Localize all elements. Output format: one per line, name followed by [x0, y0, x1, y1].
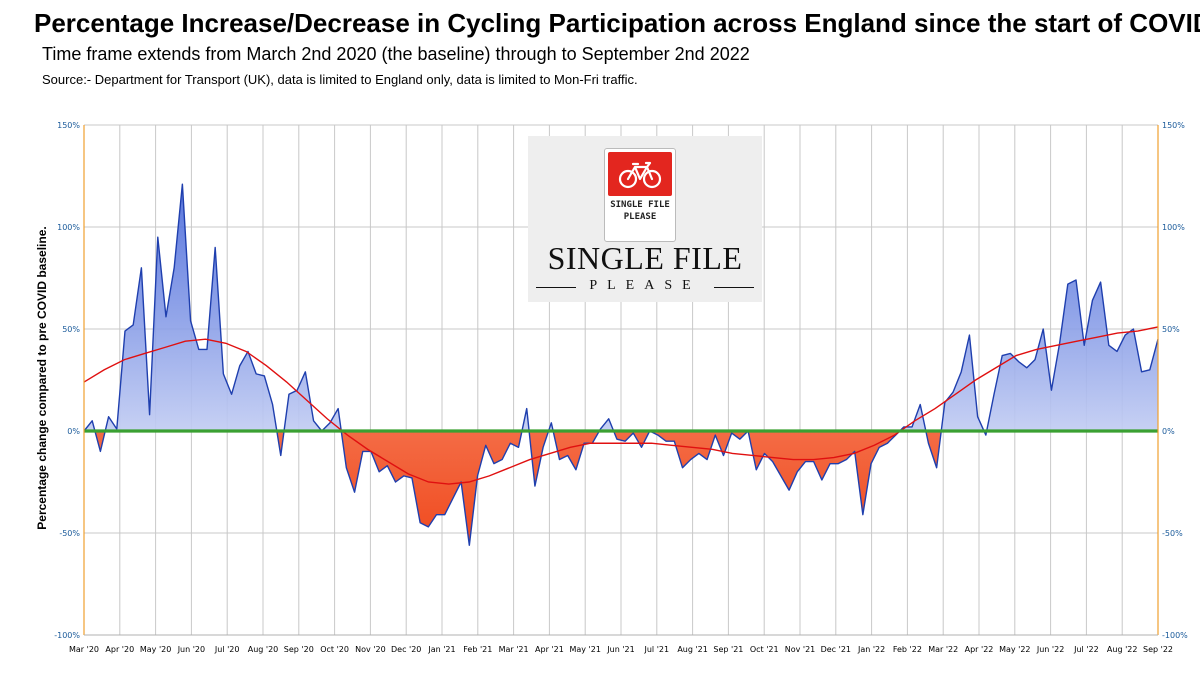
x-tick-label: Nov '21 [785, 645, 816, 654]
bicycle-icon [618, 161, 662, 189]
x-tick-label: Jul '21 [644, 645, 670, 654]
x-tick-label: Nov '20 [355, 645, 386, 654]
x-tick-label: Aug '22 [1107, 645, 1138, 654]
x-tick-label: Jan '22 [857, 645, 885, 654]
y-tick-label-left: -50% [59, 529, 80, 538]
x-tick-label: Dec '20 [391, 645, 421, 654]
y-tick-label-right: -50% [1162, 529, 1183, 538]
logo-sign-line-1: SINGLE FILE [610, 200, 670, 210]
logo-wordmark: SINGLE FILE [547, 240, 743, 276]
series-line [83, 183, 1159, 546]
x-tick-label: Mar '20 [69, 645, 99, 654]
x-tick-label: Jan '21 [427, 645, 455, 654]
y-tick-label-left: 50% [62, 325, 80, 334]
negative-area [84, 431, 1158, 546]
x-tick-label: Jul '22 [1073, 645, 1099, 654]
y-tick-label-right: -100% [1162, 631, 1188, 640]
single-file-please-logo: SINGLE FILE PLEASE SINGLE FILE PLEASE [528, 136, 762, 302]
y-axis-label: Percentage change compared to pre COVID … [35, 226, 49, 529]
x-tick-label: Jul '20 [214, 645, 240, 654]
trend-line [83, 326, 1159, 485]
x-tick-label: Mar '22 [928, 645, 958, 654]
y-tick-label-left: 100% [57, 223, 80, 232]
x-tick-label: Apr '20 [105, 645, 134, 654]
x-tick-label: May '22 [999, 645, 1030, 654]
logo-sign: SINGLE FILE PLEASE [604, 148, 676, 242]
x-tick-label: Oct '20 [320, 645, 349, 654]
logo-sign-line-2: PLEASE [623, 212, 657, 222]
y-tick-label-right: 150% [1162, 121, 1185, 130]
x-tick-label: Aug '21 [677, 645, 708, 654]
x-tick-label: Sep '22 [1143, 645, 1173, 654]
x-tick-label: Feb '22 [893, 645, 922, 654]
y-tick-label-left: 0% [67, 427, 80, 436]
x-tick-label: May '21 [569, 645, 600, 654]
positive-area [84, 184, 1158, 431]
x-tick-label: Dec '21 [821, 645, 851, 654]
x-tick-label: Jun '22 [1036, 645, 1064, 654]
logo-sign-text: SINGLE FILE PLEASE [607, 199, 673, 223]
x-tick-label: Sep '20 [284, 645, 314, 654]
logo-rule-right [714, 287, 754, 288]
logo-rule-left [536, 287, 576, 288]
y-tick-label-right: 50% [1162, 325, 1180, 334]
chart-axes [83, 125, 1159, 636]
y-tick-label-left: -100% [54, 631, 80, 640]
x-tick-label: Jun '21 [606, 645, 634, 654]
chart-title: Percentage Increase/Decrease in Cycling … [34, 8, 1200, 38]
logo-sign-red-panel [608, 152, 672, 196]
logo-tagline: PLEASE [589, 278, 701, 293]
x-tick-label: May '20 [140, 645, 171, 654]
y-tick-label-right: 0% [1162, 427, 1175, 436]
chart-marks [83, 183, 1159, 546]
x-tick-label: Feb '21 [463, 645, 492, 654]
x-tick-label: Apr '22 [965, 645, 994, 654]
y-tick-label-left: 150% [57, 121, 80, 130]
chart-subtitle: Time frame extends from March 2nd 2020 (… [42, 44, 750, 64]
data-source-note: Source:- Department for Transport (UK), … [42, 72, 638, 87]
chart-labels: 150% 150% 100% 100% 50% 50% 0% 0% -50% -50% -100% -… [54, 121, 1188, 654]
x-tick-label: Jun '20 [177, 645, 205, 654]
x-tick-label: Sep '21 [713, 645, 743, 654]
y-tick-label-right: 100% [1162, 223, 1185, 232]
x-tick-label: Oct '21 [750, 645, 779, 654]
x-tick-label: Aug '20 [248, 645, 279, 654]
x-tick-label: Mar '21 [499, 645, 529, 654]
chart-areas [84, 184, 1158, 546]
x-tick-label: Apr '21 [535, 645, 564, 654]
